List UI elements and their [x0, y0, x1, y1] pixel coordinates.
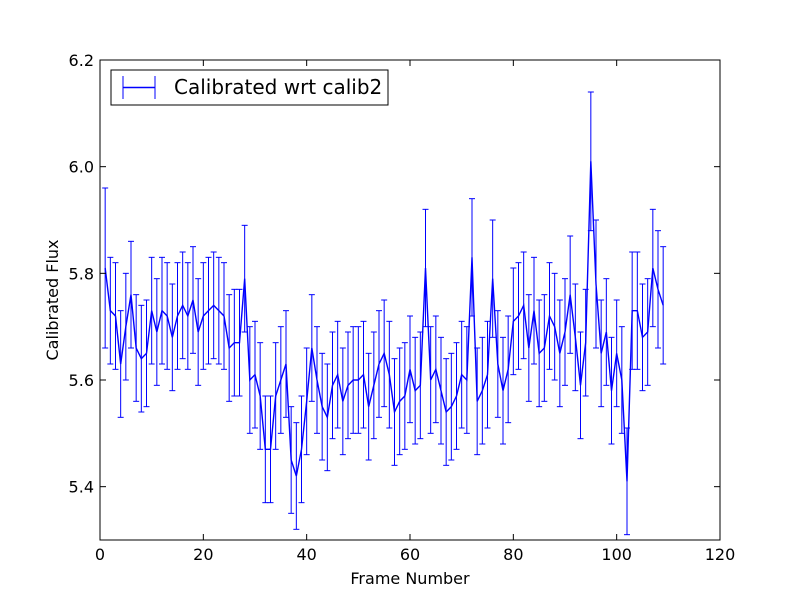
y-axis-label: Calibrated Flux [43, 239, 62, 360]
y-tick-label: 5.8 [69, 264, 94, 283]
legend: Calibrated wrt calib2 [110, 69, 389, 106]
y-axis-ticks: 5.4 5.6 5.8 6.0 6.2 [69, 51, 720, 497]
x-tick-label: 60 [400, 545, 420, 564]
y-tick-label: 6.2 [69, 51, 94, 70]
errorbar [660, 246, 667, 365]
legend-box [110, 69, 389, 106]
x-tick-label: 100 [601, 545, 632, 564]
y-tick-label: 5.4 [69, 478, 94, 497]
x-tick-label: 80 [503, 545, 523, 564]
x-tick-label: 40 [296, 545, 316, 564]
x-tick-label: 0 [95, 545, 105, 564]
legend-label: Calibrated wrt calib2 [174, 75, 382, 99]
x-axis-ticks: 0 20 40 60 80 100 120 [95, 60, 735, 564]
series-line [104, 161, 664, 482]
y-tick-label: 5.6 [69, 371, 94, 390]
errorbar [102, 187, 109, 349]
x-tick-label: 120 [705, 545, 736, 564]
legend-marker-icon [122, 76, 156, 99]
x-tick-label: 20 [193, 545, 213, 564]
y-tick-label: 6.0 [69, 158, 94, 177]
x-axis-label: Frame Number [350, 569, 470, 588]
